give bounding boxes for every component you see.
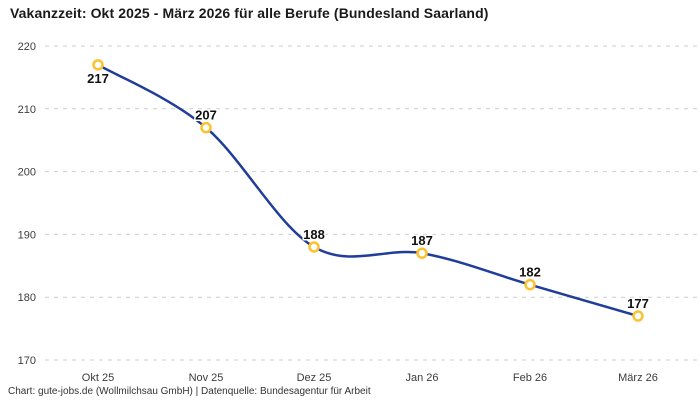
x-tick-label: Feb 26 [513, 372, 547, 384]
y-tick-label: 170 [18, 355, 36, 367]
data-point-marker [632, 310, 644, 322]
trend-line [96, 63, 640, 318]
x-tick-label: Okt 25 [82, 372, 114, 384]
data-point-label: 177 [627, 296, 649, 311]
y-tick-label: 190 [18, 229, 36, 241]
data-point-marker [524, 278, 536, 291]
data-point-label: 217 [87, 71, 109, 86]
data-point-marker [308, 241, 320, 253]
data-point-label: 187 [411, 233, 433, 248]
y-tick-label: 210 [18, 104, 36, 116]
chart-source-note: Chart: gute-jobs.de (Wollmilchsau GmbH) … [8, 386, 371, 397]
data-point-marker [200, 121, 212, 134]
data-point-label: 207 [195, 108, 217, 123]
x-tick-label: Dez 25 [297, 372, 332, 384]
chart-title: Vakanzzeit: Okt 2025 - März 2026 für all… [10, 5, 489, 21]
data-point-marker [416, 247, 428, 259]
x-tick-label: März 26 [618, 372, 658, 384]
y-tick-label: 180 [18, 292, 36, 304]
data-point-marker [92, 59, 104, 71]
x-tick-label: Nov 25 [189, 372, 224, 384]
data-point-label: 182 [519, 265, 541, 280]
y-tick-label: 220 [18, 41, 36, 53]
x-tick-label: Jan 26 [405, 372, 438, 384]
y-tick-label: 200 [18, 167, 36, 179]
data-point-label: 188 [303, 227, 325, 242]
